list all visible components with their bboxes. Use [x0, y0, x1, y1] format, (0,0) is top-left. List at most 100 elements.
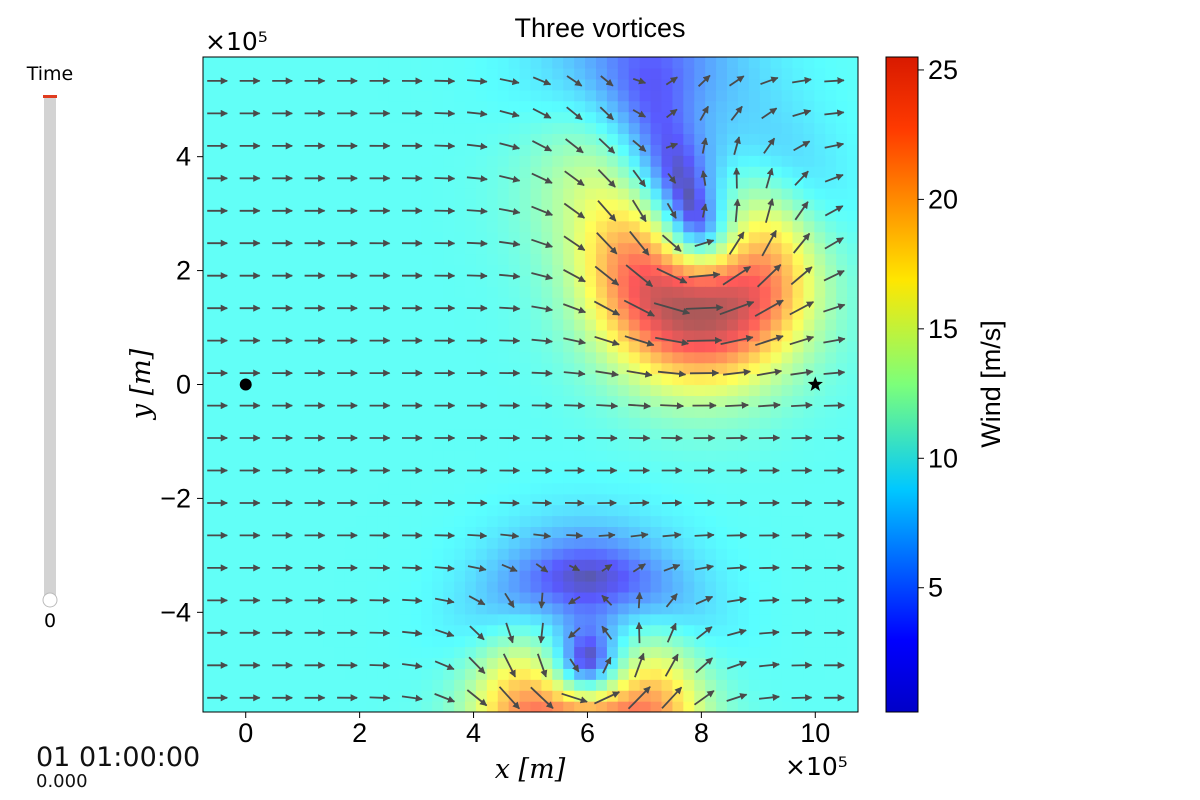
- heatmap-cell: [454, 690, 466, 702]
- heatmap-cell: [323, 624, 335, 637]
- time-display: 01 01:00:00: [36, 742, 201, 773]
- heatmap-cell: [388, 635, 401, 648]
- heatmap-cell: [344, 242, 357, 255]
- heatmap-cell: [268, 493, 281, 506]
- heatmap-cell: [290, 439, 302, 451]
- heatmap-cell: [748, 439, 761, 451]
- heatmap-cell: [486, 504, 499, 517]
- quiver-arrow: [536, 653, 548, 678]
- heatmap-cell: [421, 679, 433, 691]
- heatmap-cell: [486, 482, 499, 495]
- heatmap-cell: [290, 351, 302, 364]
- quiver-arrow: [466, 239, 488, 248]
- time-slider-track[interactable]: [44, 96, 56, 600]
- heatmap-cell: [606, 537, 619, 549]
- heatmap-cell: [465, 198, 477, 211]
- heatmap-cell: [759, 679, 772, 691]
- heatmap-cell: [366, 581, 379, 593]
- heatmap-cell: [377, 701, 390, 712]
- heatmap-cell: [334, 177, 346, 189]
- heatmap-cell: [421, 471, 433, 484]
- heatmap-cell: [836, 428, 848, 440]
- quiver-arrow: [434, 174, 456, 183]
- heatmap-cell: [574, 220, 586, 233]
- heatmap-cell: [279, 209, 291, 222]
- heatmap-cell: [323, 428, 335, 440]
- heatmap-cell: [759, 253, 772, 266]
- heatmap-cell: [596, 177, 608, 189]
- heatmap-cell: [596, 679, 608, 691]
- heatmap-cell: [301, 89, 313, 102]
- heatmap-cell: [301, 297, 313, 309]
- heatmap-cell: [443, 166, 455, 178]
- heatmap-cell: [443, 231, 455, 244]
- heatmap-cell: [421, 308, 433, 320]
- heatmap-cell: [235, 242, 248, 255]
- heatmap-cell: [475, 537, 488, 549]
- heatmap-cell: [388, 89, 401, 102]
- heatmap-cell: [377, 209, 390, 222]
- heatmap-cell: [334, 471, 346, 484]
- heatmap-cell: [781, 373, 794, 386]
- heatmap-cell: [661, 417, 674, 429]
- heatmap-cell: [301, 133, 313, 145]
- heatmap-cell: [432, 286, 444, 298]
- heatmap-cell: [847, 679, 858, 691]
- heatmap-cell: [432, 548, 444, 560]
- heatmap-cell: [334, 253, 346, 266]
- heatmap-cell: [323, 362, 335, 375]
- heatmap-cell: [366, 428, 379, 440]
- heatmap-cell: [792, 690, 805, 702]
- heatmap-cell: [683, 581, 695, 593]
- heatmap-cell: [759, 439, 772, 451]
- heatmap-cell: [388, 319, 401, 331]
- heatmap-cell: [279, 471, 291, 484]
- wind-quiver: [207, 74, 846, 710]
- heatmap-cell: [574, 188, 586, 200]
- heatmap-cell: [454, 526, 466, 538]
- heatmap-cell: [443, 428, 455, 440]
- heatmap-cell: [803, 559, 815, 571]
- heatmap-cell: [399, 460, 412, 473]
- heatmap-cell: [596, 220, 608, 233]
- heatmap-cell: [366, 384, 379, 397]
- heatmap-cell: [585, 526, 597, 538]
- heatmap-cell: [344, 460, 357, 473]
- heatmap-cell: [224, 537, 237, 549]
- heatmap-cell: [574, 613, 586, 626]
- heatmap-cell: [312, 548, 324, 560]
- heatmap-cell: [519, 657, 532, 669]
- heatmap-cell: [836, 657, 848, 669]
- y-tick-label: 0: [176, 370, 191, 400]
- heatmap-cell: [246, 591, 259, 604]
- heatmap-cell: [574, 690, 586, 702]
- heatmap-cell: [486, 428, 499, 440]
- quiver-arrow: [469, 625, 485, 641]
- heatmap-cell: [705, 231, 717, 244]
- heatmap-cell: [279, 591, 291, 604]
- heatmap-cell: [814, 526, 826, 538]
- heatmap-cell: [803, 504, 815, 517]
- heatmap-cell: [312, 188, 324, 200]
- heatmap-cell: [344, 602, 357, 615]
- heatmap-cell: [246, 602, 259, 615]
- heatmap-cell: [257, 78, 270, 91]
- heatmap-cell: [508, 177, 521, 189]
- heatmap-cell: [454, 493, 466, 506]
- heatmap-cell: [388, 537, 401, 549]
- heatmap-cell: [541, 450, 553, 462]
- heatmap-cell: [628, 646, 641, 659]
- heatmap-cell: [508, 155, 521, 167]
- x-tick-label: 8: [694, 718, 709, 748]
- heatmap-cell: [596, 548, 608, 560]
- heatmap-cell: [661, 482, 674, 495]
- heatmap-cell: [246, 504, 259, 517]
- heatmap-cell: [399, 493, 412, 506]
- quiver-arrow: [594, 691, 620, 705]
- heatmap-cell: [246, 362, 259, 375]
- heatmap-cell: [312, 111, 324, 124]
- heatmap-cell: [344, 701, 357, 712]
- heatmap-cell: [694, 122, 706, 135]
- heatmap-cell: [683, 439, 695, 451]
- time-slider-handle[interactable]: [42, 592, 58, 608]
